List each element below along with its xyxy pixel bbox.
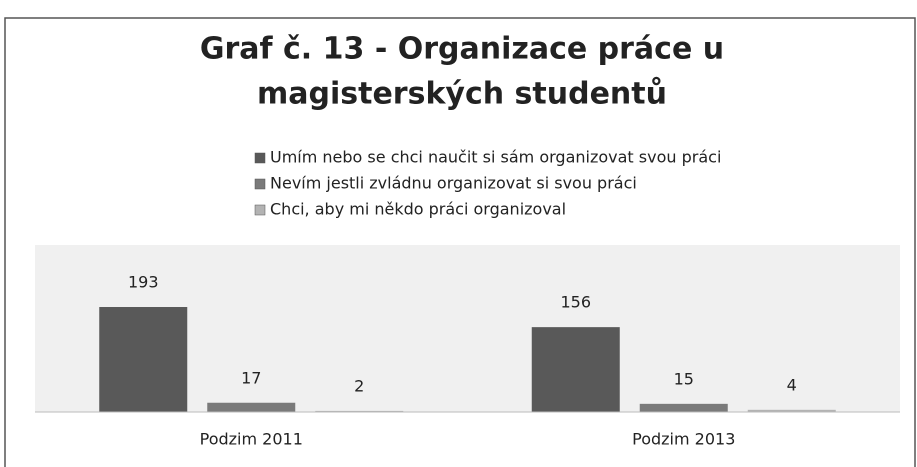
chart-title: magisterských studentů xyxy=(257,76,667,112)
x-tick-label: Podzim 2013 xyxy=(632,430,735,449)
bar xyxy=(747,409,836,412)
legend-swatch xyxy=(254,204,266,216)
x-tick-label: Podzim 2011 xyxy=(200,430,303,449)
bar xyxy=(207,402,296,412)
legend-label: Umím nebo se chci naučit si sám organizo… xyxy=(270,148,721,167)
legend-label: Nevím jestli zvládnu organizovat si svou… xyxy=(270,174,637,193)
bar xyxy=(531,327,620,412)
data-label: 2 xyxy=(354,376,364,395)
data-label: 156 xyxy=(560,293,591,312)
legend-swatch xyxy=(254,178,266,190)
data-label: 17 xyxy=(241,368,261,387)
chart-title: Graf č. 13 - Organizace práce u xyxy=(200,32,724,67)
bar xyxy=(315,410,404,412)
legend-swatch xyxy=(254,152,266,164)
data-label: 15 xyxy=(674,369,694,388)
bar xyxy=(99,307,188,412)
legend-label: Chci, aby mi někdo práci organizoval xyxy=(270,200,566,219)
data-label: 4 xyxy=(787,375,797,394)
chart-border xyxy=(4,17,916,467)
data-label: 193 xyxy=(128,273,159,292)
bar xyxy=(639,403,728,412)
